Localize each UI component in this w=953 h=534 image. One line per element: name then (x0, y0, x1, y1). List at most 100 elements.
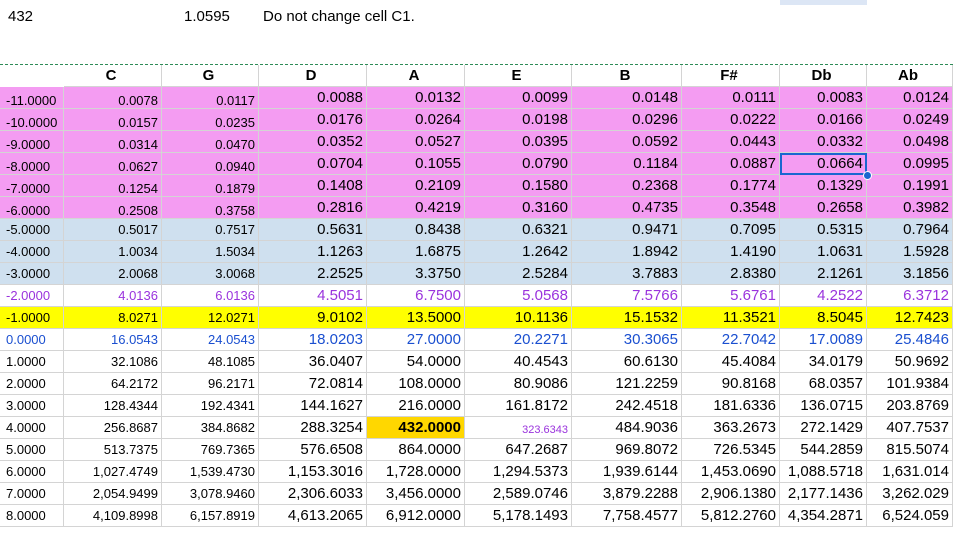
data-cell[interactable]: 5.0568 (465, 285, 572, 307)
data-cell[interactable]: 815.5074 (867, 439, 953, 461)
data-cell[interactable]: 4,109.8998 (64, 505, 162, 527)
data-cell[interactable]: 864.0000 (367, 439, 465, 461)
data-cell[interactable]: 1,939.6144 (572, 461, 682, 483)
data-cell[interactable]: 4,354.2871 (780, 505, 867, 527)
column-header-b[interactable]: B (572, 65, 682, 87)
data-cell[interactable]: 3.1856 (867, 263, 953, 285)
data-cell[interactable]: 203.8769 (867, 395, 953, 417)
row-index-cell[interactable]: -1.0000 (0, 307, 64, 329)
data-cell[interactable]: 2,906.1380 (682, 483, 780, 505)
data-cell[interactable]: 25.4846 (867, 329, 953, 351)
row-index-cell[interactable]: 7.0000 (0, 483, 64, 505)
data-cell[interactable]: 10.1136 (465, 307, 572, 329)
data-cell[interactable]: 0.1580 (465, 175, 572, 197)
data-cell[interactable]: 121.2259 (572, 373, 682, 395)
data-cell[interactable]: 363.2673 (682, 417, 780, 439)
data-cell[interactable]: 0.0083 (780, 87, 867, 109)
data-cell[interactable]: 0.0470 (162, 131, 259, 153)
data-cell[interactable]: 0.2109 (367, 175, 465, 197)
row-index-cell[interactable]: 4.0000 (0, 417, 64, 439)
data-cell[interactable]: 0.4735 (572, 197, 682, 219)
data-cell[interactable]: 2,306.6033 (259, 483, 367, 505)
data-cell[interactable]: 48.1085 (162, 351, 259, 373)
data-cell[interactable]: 0.2816 (259, 197, 367, 219)
data-cell[interactable]: 513.7375 (64, 439, 162, 461)
cell-c1-note[interactable]: Do not change cell C1. (263, 8, 415, 25)
data-cell[interactable]: 3.0068 (162, 263, 259, 285)
data-cell[interactable]: 0.0352 (259, 131, 367, 153)
data-cell[interactable]: 40.4543 (465, 351, 572, 373)
data-cell[interactable]: 288.3254 (259, 417, 367, 439)
data-cell[interactable]: 0.0592 (572, 131, 682, 153)
row-index-cell[interactable]: -10.0000 (0, 109, 64, 131)
data-cell[interactable]: 0.3548 (682, 197, 780, 219)
data-cell[interactable]: 0.0117 (162, 87, 259, 109)
data-cell[interactable]: 27.0000 (367, 329, 465, 351)
data-cell[interactable]: 30.3065 (572, 329, 682, 351)
data-cell[interactable]: 0.0176 (259, 109, 367, 131)
data-cell[interactable]: 2,054.9499 (64, 483, 162, 505)
data-cell[interactable]: 0.1329 (780, 175, 867, 197)
data-cell[interactable]: 45.4084 (682, 351, 780, 373)
data-cell[interactable]: 0.0132 (367, 87, 465, 109)
data-cell[interactable]: 6,157.8919 (162, 505, 259, 527)
row-index-cell[interactable]: 8.0000 (0, 505, 64, 527)
data-cell[interactable]: 0.0078 (64, 87, 162, 109)
data-cell[interactable]: 2.5284 (465, 263, 572, 285)
data-cell[interactable]: 0.6321 (465, 219, 572, 241)
data-cell[interactable]: 7,758.4577 (572, 505, 682, 527)
data-cell[interactable]: 5.6761 (682, 285, 780, 307)
data-cell[interactable]: 407.7537 (867, 417, 953, 439)
data-cell[interactable]: 5,812.2760 (682, 505, 780, 527)
row-index-cell[interactable]: -11.0000 (0, 87, 64, 109)
data-cell[interactable]: 108.0000 (367, 373, 465, 395)
data-cell[interactable]: 769.7365 (162, 439, 259, 461)
data-cell[interactable]: 384.8682 (162, 417, 259, 439)
column-header-db[interactable]: Db (780, 65, 867, 87)
data-cell[interactable]: 1.4190 (682, 241, 780, 263)
data-cell[interactable]: 0.0148 (572, 87, 682, 109)
fill-handle[interactable] (863, 171, 872, 180)
data-cell[interactable]: 0.0249 (867, 109, 953, 131)
row-index-cell[interactable]: 0.0000 (0, 329, 64, 351)
data-cell[interactable]: 1,294.5373 (465, 461, 572, 483)
data-cell[interactable]: 1,453.0690 (682, 461, 780, 483)
data-cell[interactable]: 0.0264 (367, 109, 465, 131)
data-cell[interactable]: 1,027.4749 (64, 461, 162, 483)
data-cell[interactable]: 0.0235 (162, 109, 259, 131)
data-cell[interactable]: 3,262.029 (867, 483, 953, 505)
data-cell[interactable]: 2.1261 (780, 263, 867, 285)
data-cell[interactable]: 969.8072 (572, 439, 682, 461)
row-index-cell[interactable]: 3.0000 (0, 395, 64, 417)
data-cell[interactable]: 12.7423 (867, 307, 953, 329)
data-cell[interactable]: 6,524.059 (867, 505, 953, 527)
data-cell[interactable]: 0.3982 (867, 197, 953, 219)
data-cell[interactable]: 6.3712 (867, 285, 953, 307)
data-cell[interactable]: 9.0102 (259, 307, 367, 329)
data-cell[interactable]: 0.1184 (572, 153, 682, 175)
data-cell[interactable]: 0.7964 (867, 219, 953, 241)
data-cell[interactable]: 1,631.014 (867, 461, 953, 483)
data-cell[interactable]: 0.0395 (465, 131, 572, 153)
data-cell[interactable]: 0.0995 (867, 153, 953, 175)
data-cell[interactable]: 15.1532 (572, 307, 682, 329)
data-cell[interactable]: 0.5315 (780, 219, 867, 241)
row-index-cell[interactable]: -9.0000 (0, 131, 64, 153)
row-index-cell[interactable]: -5.0000 (0, 219, 64, 241)
data-cell[interactable]: 0.0099 (465, 87, 572, 109)
data-cell[interactable]: 0.0940 (162, 153, 259, 175)
data-cell[interactable]: 2.2525 (259, 263, 367, 285)
data-cell[interactable]: 0.0332 (780, 131, 867, 153)
data-cell[interactable]: 0.0124 (867, 87, 953, 109)
data-cell[interactable]: 0.0111 (682, 87, 780, 109)
data-cell[interactable]: 2.8380 (682, 263, 780, 285)
data-cell[interactable]: 68.0357 (780, 373, 867, 395)
data-cell[interactable]: 144.1627 (259, 395, 367, 417)
row-index-cell[interactable]: -4.0000 (0, 241, 64, 263)
data-cell[interactable]: 18.0203 (259, 329, 367, 351)
data-cell[interactable]: 24.0543 (162, 329, 259, 351)
data-cell[interactable]: 0.0222 (682, 109, 780, 131)
data-cell[interactable]: 0.1254 (64, 175, 162, 197)
data-cell[interactable]: 11.3521 (682, 307, 780, 329)
row-index-cell[interactable]: -8.0000 (0, 153, 64, 175)
